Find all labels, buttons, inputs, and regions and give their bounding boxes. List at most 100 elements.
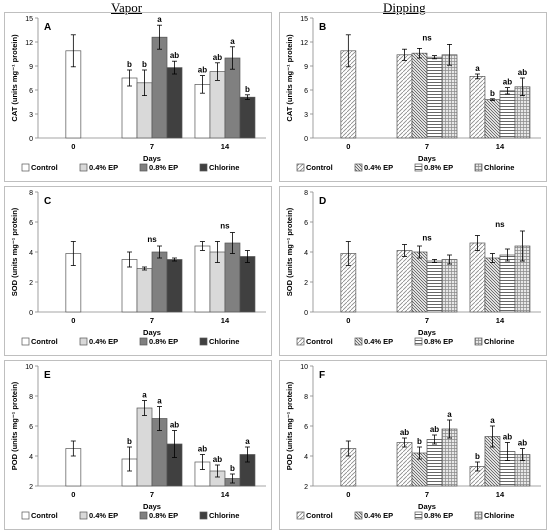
legend-label: 0.8% EP xyxy=(424,337,453,346)
x-tick-label: 14 xyxy=(496,490,505,499)
legend-item-chlorine: Chlorine xyxy=(199,511,239,520)
legend-item-0-8-ep: 0.8% EP xyxy=(139,511,178,520)
y-tick-label: 2 xyxy=(29,280,33,287)
significance-label: a xyxy=(157,397,162,406)
legend-swatch xyxy=(79,511,88,520)
y-axis-label: POD (units mg⁻¹ protein) xyxy=(10,381,19,470)
significance-label: ab xyxy=(518,68,527,77)
legend-label: 0.8% EP xyxy=(424,511,453,520)
legend-swatch xyxy=(354,163,363,172)
x-tick-label: 7 xyxy=(150,142,154,151)
significance-label: a xyxy=(230,37,235,46)
group-significance-label: ns xyxy=(147,235,157,244)
legend-swatch xyxy=(474,337,483,346)
legend-item-control: Control xyxy=(296,337,333,346)
legend-swatch xyxy=(199,337,208,346)
significance-label: b xyxy=(127,60,132,69)
legend-swatch xyxy=(296,337,305,346)
bar-chlorine-day-7 xyxy=(166,259,183,313)
legend-item-0-4-ep: 0.4% EP xyxy=(354,163,393,172)
legend-label: Chlorine xyxy=(484,511,514,520)
y-tick-label: 0 xyxy=(304,310,308,317)
significance-label: ab xyxy=(170,421,179,430)
legend-swatch xyxy=(21,163,30,172)
legend-label: Chlorine xyxy=(484,337,514,346)
legend-label: Chlorine xyxy=(209,163,239,172)
legend-label: 0.4% EP xyxy=(364,163,393,172)
y-tick-label: 15 xyxy=(25,16,33,23)
y-tick-label: 4 xyxy=(304,250,308,257)
x-tick-label: 14 xyxy=(496,316,505,325)
legend-label: Control xyxy=(306,337,333,346)
group-significance-label: ns xyxy=(422,33,432,42)
significance-label: b xyxy=(475,452,480,461)
y-axis-label: POD (units mg⁻¹ protein) xyxy=(285,381,294,470)
group-significance-label: ns xyxy=(422,234,432,243)
bar-0-4-ep-day-7 xyxy=(136,268,153,313)
bar-0-8-ep-day-14 xyxy=(499,254,516,313)
bar-0-8-ep-day-7 xyxy=(426,439,443,487)
legend-swatch xyxy=(199,163,208,172)
y-tick-label: 9 xyxy=(304,64,308,71)
x-axis-label: Days xyxy=(418,154,436,163)
x-tick-label: 7 xyxy=(425,142,429,151)
bar-0-8-ep-day-14 xyxy=(224,57,241,139)
significance-label: b xyxy=(245,85,250,94)
legend-swatch xyxy=(474,163,483,172)
y-axis-label: SOD (units mg⁻¹ protein) xyxy=(285,207,294,296)
panel-letter: D xyxy=(319,196,326,207)
legend-item-0-8-ep: 0.8% EP xyxy=(414,337,453,346)
bar-0-8-ep-day-7 xyxy=(151,36,168,139)
y-tick-label: 8 xyxy=(29,190,33,197)
bar-0-8-ep-day-7 xyxy=(426,260,443,313)
y-tick-label: 2 xyxy=(304,280,308,287)
chart-panel-c: 0 2 4 6 8 C SOD (units mg⁻¹ protein) 0 ns 7 ns 14 Da… xyxy=(4,186,272,356)
legend-label: Chlorine xyxy=(484,163,514,172)
legend-item-0-8-ep: 0.8% EP xyxy=(139,337,178,346)
significance-label: b xyxy=(417,437,422,446)
significance-label: ab xyxy=(170,51,179,60)
y-tick-label: 12 xyxy=(25,40,33,47)
significance-label: ab xyxy=(400,428,409,437)
legend-label: 0.8% EP xyxy=(424,163,453,172)
legend-swatch xyxy=(139,511,148,520)
legend-label: 0.8% EP xyxy=(149,511,178,520)
legend-label: Control xyxy=(306,163,333,172)
bar-0-4-ep-day-7 xyxy=(411,52,428,139)
legend-item-chlorine: Chlorine xyxy=(199,163,239,172)
x-axis-label: Days xyxy=(418,328,436,337)
y-tick-label: 9 xyxy=(29,64,33,71)
legend-item-control: Control xyxy=(21,337,58,346)
bar-control-day-14 xyxy=(469,76,486,139)
y-tick-label: 6 xyxy=(304,220,308,227)
legend-swatch xyxy=(139,163,148,172)
bar-chlorine-day-14 xyxy=(239,96,256,139)
panel-letter: E xyxy=(44,370,51,381)
y-tick-label: 6 xyxy=(29,424,33,431)
legend-swatch xyxy=(474,511,483,520)
y-tick-label: 8 xyxy=(304,190,308,197)
panel-letter: F xyxy=(319,370,325,381)
significance-label: b xyxy=(490,89,495,98)
legend-label: 0.4% EP xyxy=(364,511,393,520)
y-tick-label: 0 xyxy=(304,136,308,143)
y-tick-label: 6 xyxy=(304,424,308,431)
y-tick-label: 6 xyxy=(29,88,33,95)
bar-control-day-7 xyxy=(396,250,413,313)
y-tick-label: 6 xyxy=(29,220,33,227)
bar-chlorine-day-7 xyxy=(441,259,458,313)
chart-panel-d: 0 2 4 6 8 D SOD (units mg⁻¹ protein) 0 ns 7 ns 14 Da… xyxy=(279,186,547,356)
y-axis-label: CAT (units mg⁻¹ protein) xyxy=(285,34,294,122)
legend-item-control: Control xyxy=(296,511,333,520)
column-title-dipping: Dipping xyxy=(383,0,426,15)
legend-label: 0.4% EP xyxy=(364,337,393,346)
bar-control-day-14 xyxy=(194,245,211,313)
legend-swatch xyxy=(354,511,363,520)
bar-0-4-ep-day-14 xyxy=(209,71,226,139)
significance-label: a xyxy=(490,416,495,425)
legend-label: Control xyxy=(306,511,333,520)
legend-item-0-4-ep: 0.4% EP xyxy=(79,511,118,520)
group-significance-label: ns xyxy=(495,220,505,229)
x-tick-label: 0 xyxy=(71,142,75,151)
